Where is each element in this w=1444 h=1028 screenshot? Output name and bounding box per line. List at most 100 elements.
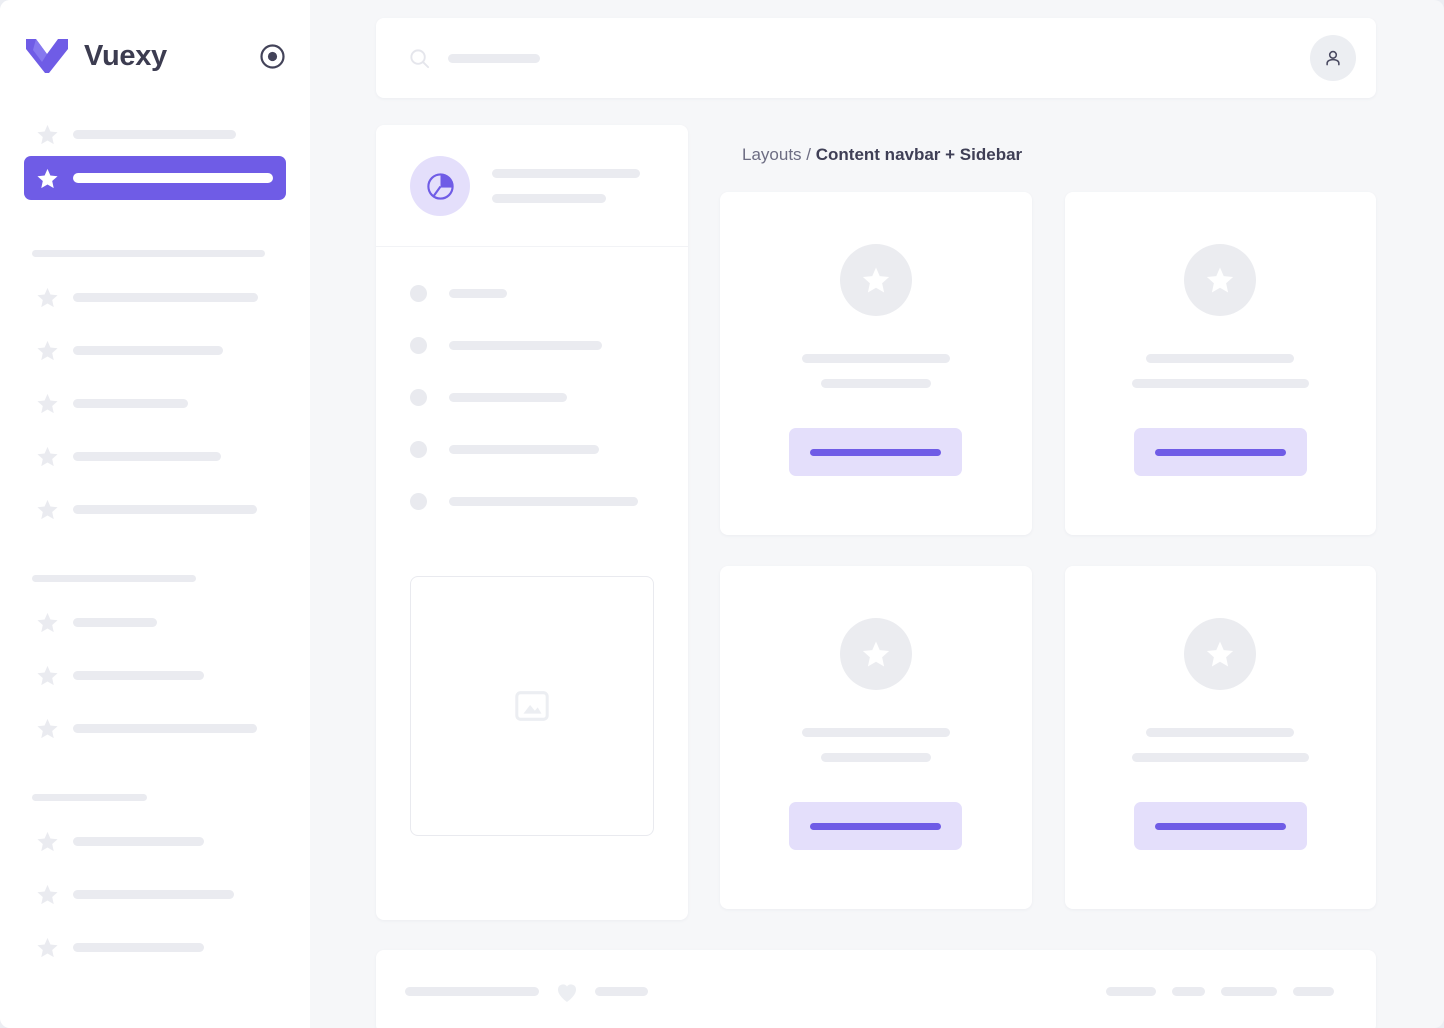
star-icon — [36, 830, 59, 853]
sidebar-item-label — [73, 451, 221, 461]
content-row: Layouts / Content navbar + Sidebar — [376, 125, 1376, 920]
sidebar-item-10[interactable] — [24, 706, 286, 750]
product-title-skeleton — [801, 728, 950, 737]
footer-link-skeleton[interactable] — [1106, 987, 1156, 996]
star-icon — [36, 498, 59, 521]
product-subtitle-skeleton — [820, 753, 931, 762]
breadcrumb-current: Content navbar + Sidebar — [815, 145, 1023, 164]
sidebar-item-label — [73, 723, 257, 733]
product-action-button[interactable] — [789, 428, 963, 476]
breadcrumb: Layouts / Content navbar + Sidebar — [720, 125, 1376, 192]
button-label-skeleton — [1154, 448, 1286, 456]
footer-right-group — [1106, 987, 1334, 996]
sidebar-item-label — [73, 292, 258, 302]
grid-area: Layouts / Content navbar + Sidebar — [720, 125, 1376, 920]
content-list — [376, 247, 688, 545]
sidebar-section-divider — [32, 250, 265, 257]
list-item-label — [449, 341, 602, 350]
sidebar-item-13[interactable] — [24, 925, 286, 969]
star-badge — [1184, 244, 1257, 316]
star-icon — [36, 286, 59, 309]
sidebar-group-1 — [24, 112, 286, 200]
sidebar-section-divider — [32, 794, 147, 801]
content-sidebar-card — [376, 125, 688, 920]
sidebar-item-9[interactable] — [24, 653, 286, 697]
footer-left-group — [405, 981, 648, 1003]
product-title-skeleton — [1146, 728, 1295, 737]
star-icon — [1207, 641, 1234, 667]
avatar[interactable] — [1310, 35, 1356, 81]
button-label-skeleton — [810, 448, 942, 456]
footer-link-skeleton[interactable] — [1172, 987, 1205, 996]
footer-link-skeleton[interactable] — [1221, 987, 1277, 996]
sidebar-item-label — [73, 345, 223, 355]
content-title-skeleton — [492, 169, 640, 178]
brand-header: Vuexy — [24, 0, 286, 112]
sidebar-item-2-active[interactable] — [24, 156, 286, 200]
product-card[interactable] — [1064, 566, 1376, 909]
sidebar: Vuexy — [0, 0, 310, 1028]
content-card-header — [376, 125, 688, 247]
sidebar-item-4[interactable] — [24, 328, 286, 372]
search-icon[interactable] — [408, 47, 431, 70]
list-item-label — [449, 393, 567, 402]
top-navbar — [376, 18, 1376, 98]
footer-link-skeleton[interactable] — [1293, 987, 1334, 996]
circle-dot-icon[interactable] — [259, 43, 286, 70]
star-icon — [36, 883, 59, 906]
sidebar-item-1[interactable] — [24, 112, 286, 156]
star-icon — [36, 611, 59, 634]
list-item[interactable] — [410, 389, 654, 406]
sidebar-item-6[interactable] — [24, 434, 286, 478]
sidebar-item-11[interactable] — [24, 819, 286, 863]
sidebar-item-7[interactable] — [24, 487, 286, 531]
product-action-button[interactable] — [1133, 428, 1307, 476]
footer-bar — [376, 950, 1376, 1028]
dot-icon — [410, 493, 427, 510]
breadcrumb-separator: / — [806, 145, 812, 164]
product-card[interactable] — [1064, 192, 1376, 535]
star-icon — [36, 936, 59, 959]
list-item[interactable] — [410, 441, 654, 458]
footer-link-skeleton[interactable] — [595, 987, 648, 996]
main-area: Layouts / Content navbar + Sidebar — [310, 0, 1444, 1028]
dot-icon — [410, 389, 427, 406]
breadcrumb-parent[interactable]: Layouts — [742, 145, 802, 164]
list-item[interactable] — [410, 337, 654, 354]
sidebar-item-label — [73, 836, 204, 846]
product-card-grid — [720, 192, 1376, 909]
heart-icon — [555, 981, 579, 1003]
list-item-label — [449, 445, 599, 454]
star-icon — [36, 339, 59, 362]
product-title-skeleton — [801, 354, 950, 363]
sidebar-item-5[interactable] — [24, 381, 286, 425]
sidebar-item-label — [73, 670, 204, 680]
star-icon — [1207, 267, 1234, 293]
sidebar-item-label — [73, 889, 234, 899]
list-item[interactable] — [410, 285, 654, 302]
dot-icon — [410, 337, 427, 354]
dot-icon — [410, 441, 427, 458]
sidebar-item-8[interactable] — [24, 600, 286, 644]
star-icon — [36, 123, 59, 146]
star-icon — [862, 267, 889, 293]
brand-name: Vuexy — [84, 39, 167, 72]
sidebar-item-label — [73, 398, 188, 408]
image-placeholder[interactable] — [410, 576, 654, 836]
sidebar-item-12[interactable] — [24, 872, 286, 916]
sidebar-item-label — [73, 504, 257, 514]
list-item[interactable] — [410, 493, 654, 510]
search-input[interactable] — [448, 53, 540, 63]
sidebar-item-label — [73, 617, 157, 627]
pie-chart-icon — [410, 156, 470, 216]
sidebar-item-label — [73, 129, 236, 139]
product-card[interactable] — [720, 566, 1032, 909]
sidebar-group-4 — [24, 819, 286, 969]
sidebar-item-3[interactable] — [24, 275, 286, 319]
product-action-button[interactable] — [789, 802, 963, 850]
product-card[interactable] — [720, 192, 1032, 535]
product-action-button[interactable] — [1133, 802, 1307, 850]
star-icon — [36, 445, 59, 468]
spacer — [24, 200, 286, 228]
